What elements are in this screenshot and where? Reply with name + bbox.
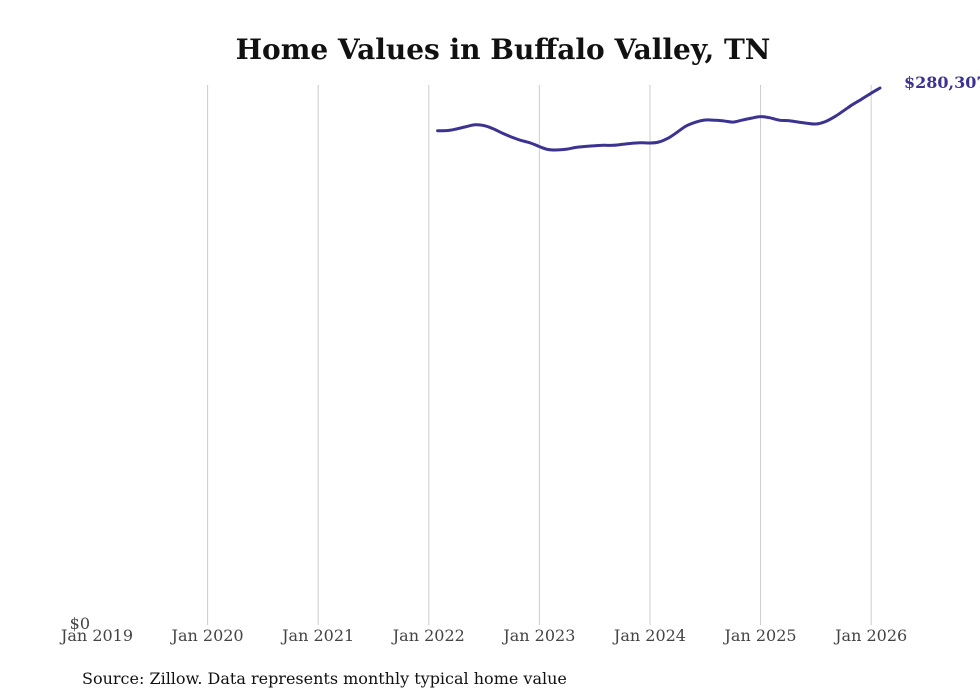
y-tick-label: $0 [70, 614, 90, 633]
x-tick-label: Jan 2023 [501, 626, 575, 645]
x-tick-label: Jan 2019 [59, 626, 133, 645]
chart-title: Home Values in Buffalo Valley, TN [236, 33, 771, 66]
gridlines [207, 85, 872, 625]
x-tick-label: Jan 2025 [723, 626, 797, 645]
x-tick-label: Jan 2021 [280, 626, 354, 645]
source-note: Source: Zillow. Data represents monthly … [82, 669, 567, 688]
x-tick-label: Jan 2024 [612, 626, 686, 645]
end-value-label: $280,307 [904, 73, 980, 92]
x-axis-ticks: Jan 2019 Jan 2020 Jan 2021 Jan 2022 Jan 2023… [59, 626, 907, 645]
x-tick-label: Jan 2022 [391, 626, 465, 645]
x-tick-label: Jan 2026 [833, 626, 907, 645]
x-tick-label: Jan 2020 [170, 626, 244, 645]
series-line [436, 86, 882, 152]
